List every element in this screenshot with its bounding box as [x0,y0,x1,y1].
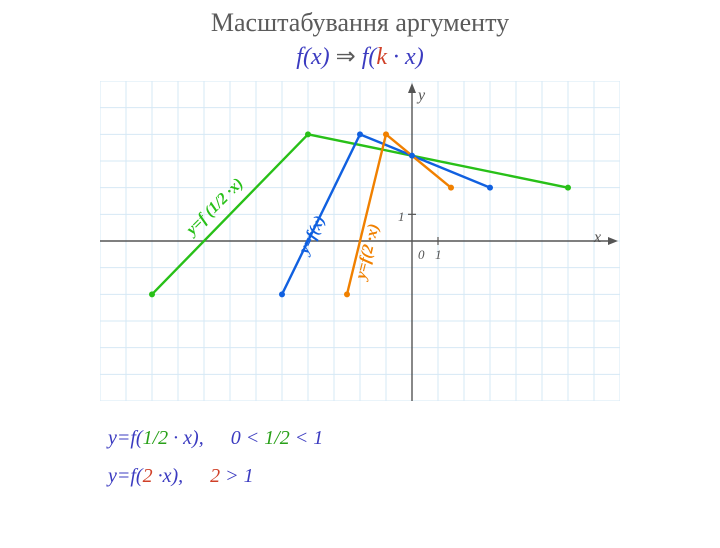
subtitle-k: k [376,44,387,70]
chart-svg [100,81,620,401]
legend: y=f(1/2 · x), 0 < 1/2 < 1 y=f(2 ·x), 2 >… [108,419,720,495]
subtitle-arrow: ⇒ [336,44,356,70]
subtitle-fx: f(x) [296,44,329,70]
page-title: Масштабування аргументу [0,8,720,38]
legend1-cond-pre: 0 < [231,427,265,449]
legend1-func: y=f( [108,427,143,449]
legend1-cond-post: < 1 [290,427,324,449]
legend-row-2: y=f(2 ·x), 2 > 1 [108,457,720,495]
tick-1-x: 1 [435,247,442,263]
legend2-cond: 2 > 1 [210,465,254,487]
y-axis-label: y [418,87,425,105]
subtitle-f-open: f( [362,44,377,70]
x-axis-label: x [594,229,601,247]
chart: y x 0 1 1 y=f (1/2 ·x) y=f(x) y=f(2 ·x) [100,81,620,401]
legend2-tail: ·x), [153,465,184,487]
subtitle: f(x) ⇒ f(k · x) [0,42,720,71]
legend1-tail: · x), [168,427,204,449]
origin-label: 0 [418,247,425,263]
legend2-func: y=f( [108,465,143,487]
legend1-cond: 0 < 1/2 < 1 [231,427,324,449]
legend-row-1: y=f(1/2 · x), 0 < 1/2 < 1 [108,419,720,457]
tick-1-y: 1 [398,209,405,225]
subtitle-dotx: · x) [387,44,424,70]
legend1-cond-k: 1/2 [264,427,290,449]
legend2-k: 2 [143,465,153,487]
legend1-k: 1/2 [143,427,169,449]
legend2-cond-post: > 1 [220,465,254,487]
legend2-cond-k: 2 [210,465,220,487]
